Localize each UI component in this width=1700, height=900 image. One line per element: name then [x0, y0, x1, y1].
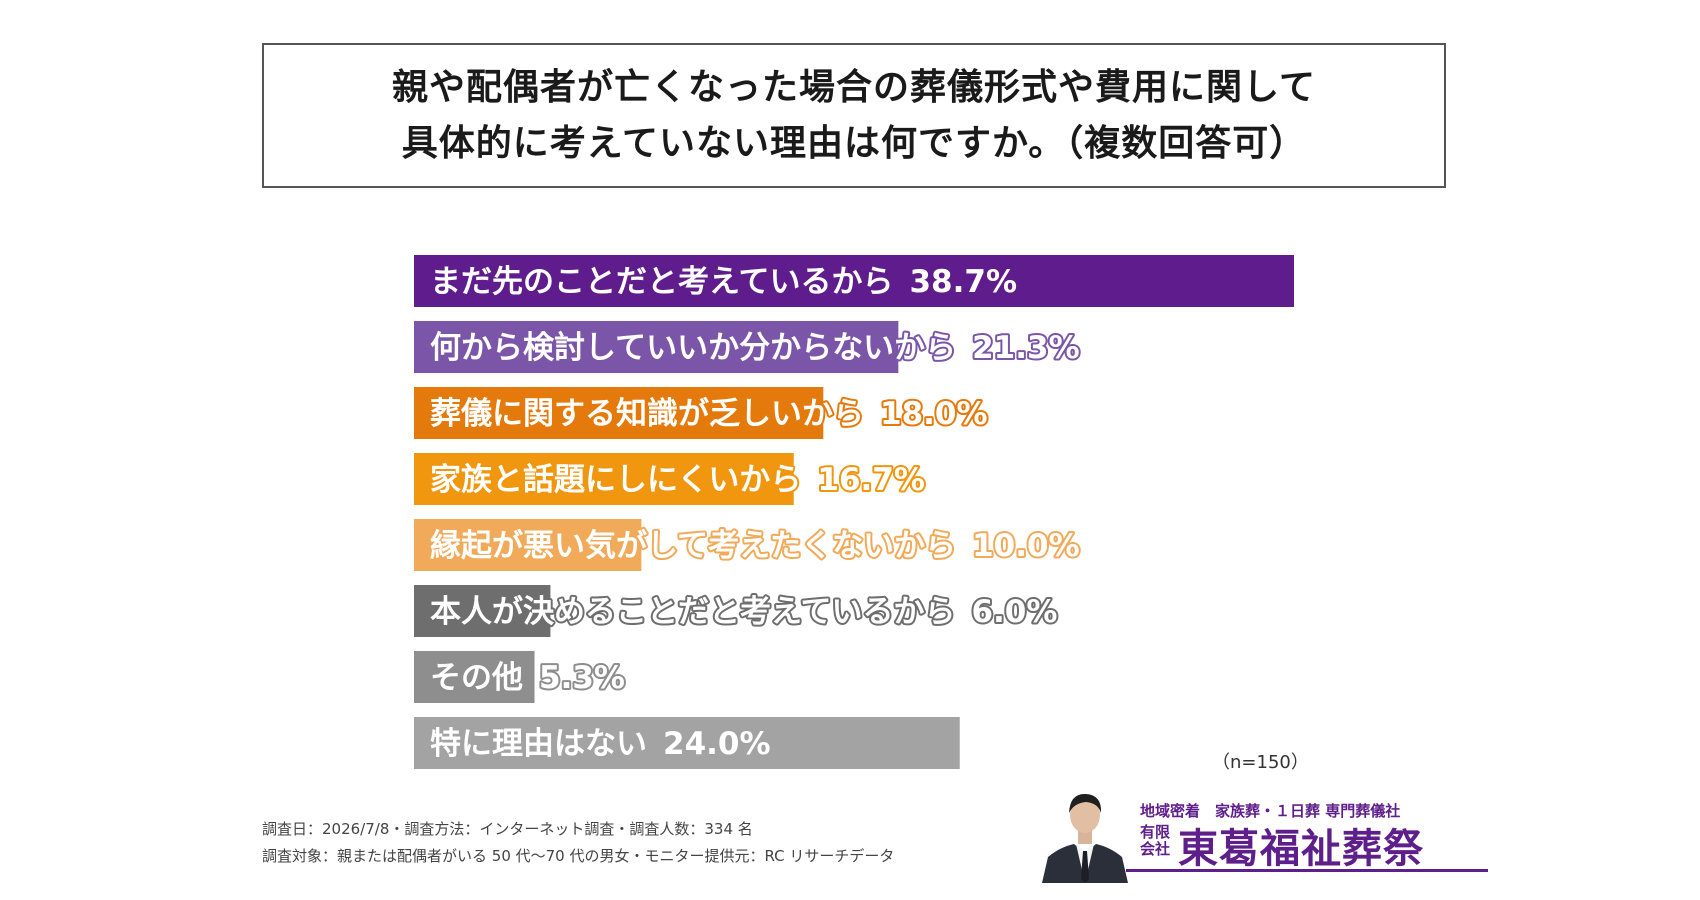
- chart-title-box: 親や配偶者が亡くなった場合の葬儀形式や費用に関して 具体的に考えていない理由は何…: [262, 43, 1446, 188]
- category-label-2: 何から検討していいか分からないから: [430, 330, 956, 366]
- value-label-7: 5.3%: [539, 660, 625, 696]
- value-label-8: 24.0%: [663, 726, 771, 762]
- bar-label-5: 縁起が悪い気がして考えたくないから 10.0%: [430, 528, 1080, 564]
- category-label-5: 縁起が悪い気がして考えたくないから: [430, 528, 956, 564]
- logo-underline: [1126, 869, 1488, 872]
- bar-5: [414, 519, 642, 571]
- survey-footnote-2: 調査対象：親または配偶者がいる 50 代〜70 代の男女・モニター提供元：RC …: [262, 847, 895, 865]
- chart-title-line-1: 親や配偶者が亡くなった場合の葬儀形式や費用に関して: [392, 66, 1316, 108]
- company-tagline: 地域密着 家族葬・１日葬 専門葬儀社: [1140, 802, 1401, 820]
- company-type: 有限会社: [1140, 823, 1171, 858]
- category-label-3: 葬儀に関する知識が乏しいから: [430, 396, 864, 432]
- bar-7: [414, 651, 535, 703]
- value-label-2: 21.3%: [972, 330, 1080, 366]
- bar-label-6: 本人が決めることだと考えているから 6.0%: [430, 594, 1057, 630]
- bar-label-8: 特に理由はない 24.0%: [430, 726, 771, 762]
- company-name: 東葛福祉葬祭: [1178, 826, 1424, 872]
- bar-label-2: 何から検討していいか分からないから 21.3%: [430, 330, 1080, 366]
- company-logo: 地域密着 家族葬・１日葬 専門葬儀社 有限会社 東葛福祉葬祭: [1040, 783, 1488, 883]
- value-label-1: 38.7%: [909, 264, 1017, 300]
- chart-title-line-2: 具体的に考えていない理由は何ですか。（複数回答可）: [401, 122, 1307, 164]
- bar-label-1: まだ先のことだと考えているから 38.7%: [430, 264, 1017, 300]
- bar-8: [414, 717, 960, 769]
- bar-label-4: 家族と話題にしにくいから 16.7%: [430, 462, 925, 498]
- category-label-4: 家族と話題にしにくいから: [430, 462, 801, 498]
- category-label-8: 特に理由はない: [430, 726, 647, 762]
- bar-1: [414, 255, 1294, 307]
- value-label-4: 16.7%: [817, 462, 925, 498]
- value-label-6: 6.0%: [971, 594, 1057, 630]
- bar-2: [414, 321, 899, 373]
- bar-label-3: 葬儀に関する知識が乏しいから 18.0%: [430, 396, 988, 432]
- sample-size-label: （n=150）: [1212, 752, 1309, 773]
- survey-footnote-1: 調査日：2026/7/8・調査方法：インターネット調査・調査人数：334 名: [262, 820, 753, 838]
- staff-portrait-icon: [1042, 793, 1128, 883]
- bar-4: [414, 453, 794, 505]
- category-label-6: 本人が決めることだと考えているから: [430, 594, 955, 630]
- category-label-1: まだ先のことだと考えているから: [430, 264, 893, 300]
- bar-3: [414, 387, 824, 439]
- category-label-7: その他: [430, 660, 523, 696]
- bar-6: [414, 585, 551, 637]
- bar-label-7: その他 5.3%: [430, 660, 625, 696]
- value-label-3: 18.0%: [880, 396, 988, 432]
- value-label-5: 10.0%: [972, 528, 1080, 564]
